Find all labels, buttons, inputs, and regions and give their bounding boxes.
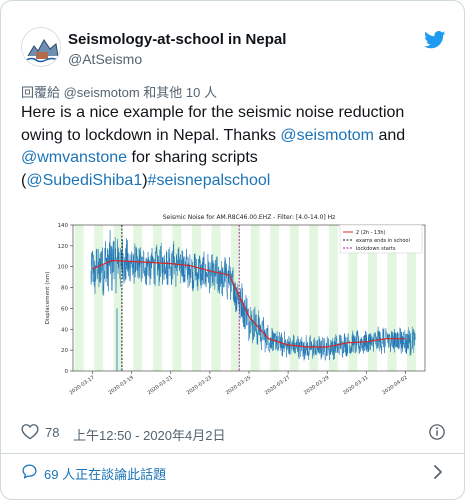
chart-title: Seismic Noise for AM.R8C46.00.EHZ - Filt… [163,214,336,221]
comment-bubble-icon [22,464,37,479]
daytime-band [74,225,84,371]
mention-seismotom[interactable]: @seismotom [280,126,374,144]
daytime-band [289,225,299,371]
y-tick-label: 60 [61,306,68,312]
author-name[interactable]: Seismology-at-school in Nepal [68,31,287,48]
tweet-text-segment: for sharing scripts [127,149,258,166]
y-tick-label: 100 [58,265,69,271]
replying-to[interactable]: 回覆給 @seismotom 和其他 10 人 [21,85,217,100]
seismic-noise-chart: Seismic Noise for AM.R8C46.00.EHZ - Filt… [45,214,426,397]
daytime-band [211,225,221,371]
daytime-band [407,225,417,371]
daytime-band [309,225,319,371]
x-tick-label: 2020-03-17 [68,375,95,397]
y-tick-label: 140 [58,223,69,229]
tweet-text-segment: and [374,126,406,144]
tweet-line-1: Here is a nice example for the seismic n… [21,104,405,121]
tweet-text-segment: owing to lockdown in Nepal. Thanks [21,126,281,144]
x-tick-label: 2020-03-25 [225,375,252,397]
legend-label: 2 (2h - 13h) [356,230,386,236]
daytime-band [328,225,338,371]
tweet-media-chart[interactable]: Seismic Noise for AM.R8C46.00.EHZ - Filt… [21,207,445,403]
conversation-label: 69 人正在談論此話題 [44,467,167,482]
x-tick-label: 2020-04-02 [381,375,408,397]
x-tick-label: 2020-03-23 [186,375,213,397]
y-tick-label: 40 [61,327,68,333]
mention-wmvanstone[interactable]: @wmvanstone [21,149,128,166]
tweet-line-2: owing to lockdown in Nepal. Thanks @seis… [21,125,441,148]
x-tick-label: 2020-03-27 [264,375,291,397]
y-tick-label: 120 [58,244,69,250]
divider [1,453,464,454]
hashtag-seisnepalschool[interactable]: #seisnepalschool [147,171,271,189]
chevron-right-icon [434,465,442,479]
tweet-header: Seismology-at-school in Nepal @AtSeismo [21,27,446,71]
daytime-band [113,225,123,371]
tweet-line-3: @wmvanstone for sharing scripts [21,147,441,170]
legend-label: exams ends in school [356,238,410,244]
mention-subedishiba1[interactable]: @SubediShiba1 [26,171,143,189]
y-tick-label: 80 [61,286,68,292]
tweet-text-segment: ( [21,171,27,189]
y-tick-label: 0 [65,369,69,375]
daytime-band [191,225,201,371]
daytime-band [94,225,104,371]
info-icon[interactable] [428,423,446,441]
twitter-bird-icon[interactable] [424,31,446,49]
tweet-text: Here is a nice example for the seismic n… [21,102,441,192]
x-tick-label: 2020-03-29 [303,375,330,397]
x-tick-label: 2020-03-21 [147,375,174,397]
daytime-band [348,225,358,371]
avatar-logo-icon [22,28,60,66]
tweet-line-4: (@SubediShiba1)#seisnepalschool [21,170,441,193]
daytime-band [367,225,377,371]
tweet-meta: 78 上午12:50 - 2020年4月2日 [21,423,446,443]
daytime-band [152,225,162,371]
raw-noise-line [90,230,416,361]
x-tick-label: 2020-03-19 [108,375,135,397]
tweet-timestamp[interactable]: 上午12:50 - 2020年4月2日 [73,428,226,443]
author-handle[interactable]: @AtSeismo [68,51,143,67]
like-count: 78 [45,425,60,440]
daytime-band [270,225,280,371]
smoothed-series-line [92,259,406,348]
heart-icon[interactable] [21,423,39,440]
y-axis-label: Displacement (nm) [45,272,51,325]
tweet-text-segment: ) [142,171,148,189]
daytime-band [172,225,182,371]
y-tick-label: 20 [61,348,68,354]
conversation-link[interactable]: 69 人正在談論此話題 [21,461,446,483]
daytime-band [133,225,143,371]
avatar[interactable] [21,27,61,67]
legend-label: lockdown starts [356,246,396,252]
legend-box [339,224,423,254]
x-tick-label: 2020-03-31 [342,375,369,397]
daytime-band [387,225,397,371]
daytime-band [250,225,260,371]
